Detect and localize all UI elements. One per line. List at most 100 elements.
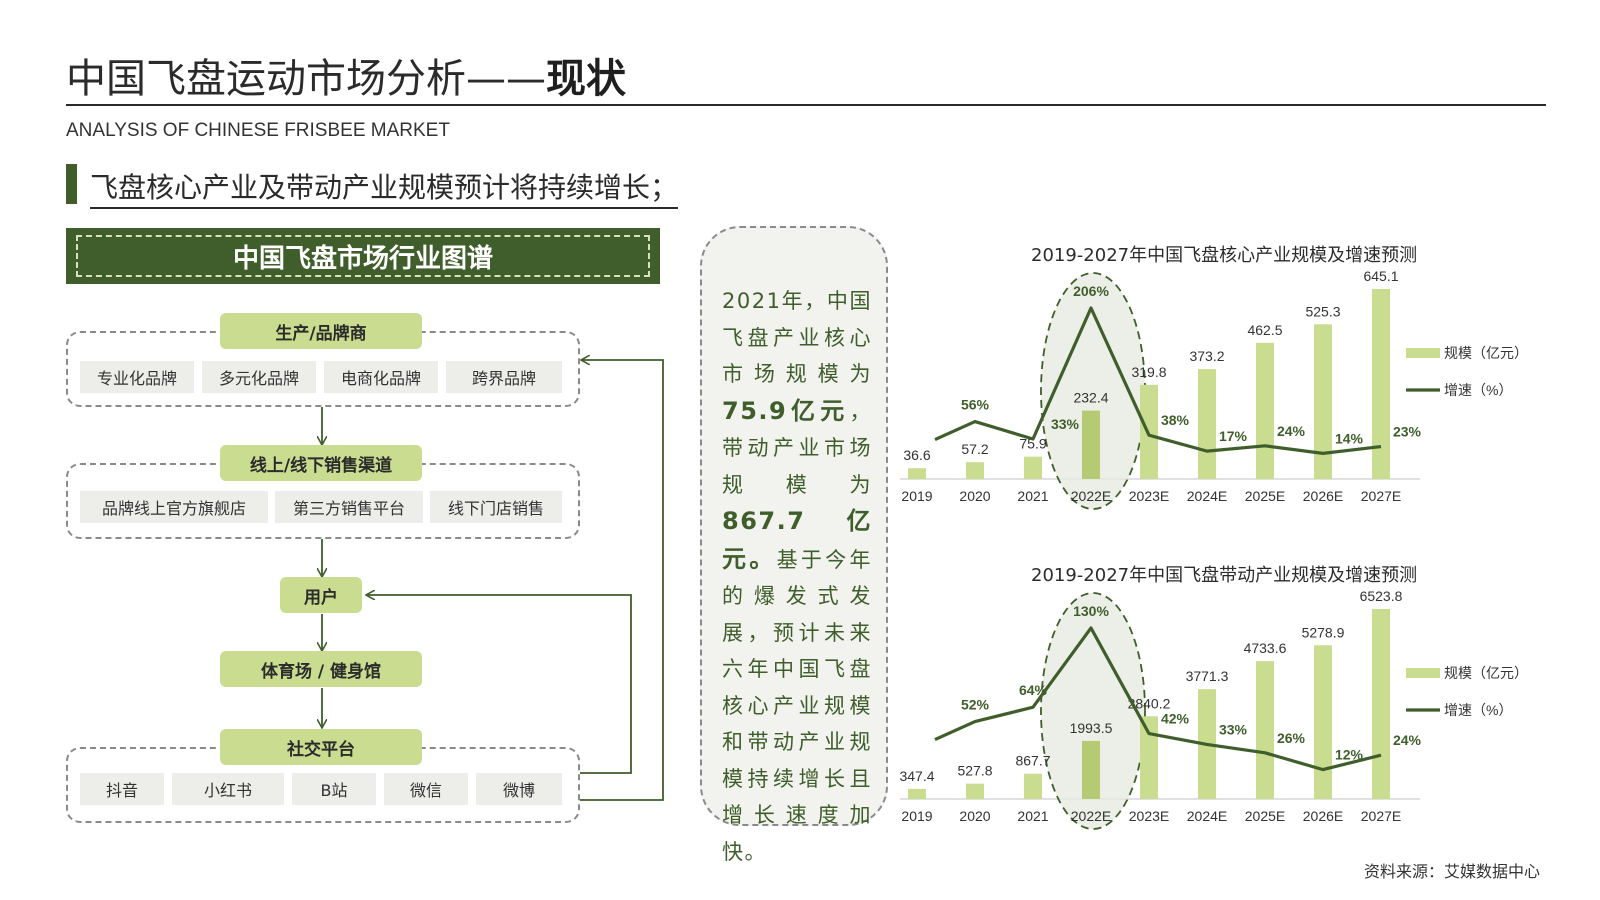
channels-label: 线上/线下销售渠道 xyxy=(220,445,422,481)
bar xyxy=(1372,609,1390,799)
bar-value-label: 462.5 xyxy=(1247,322,1282,338)
x-tick-label: 2019 xyxy=(901,488,932,504)
venues-node: 体育场 / 健身馆 xyxy=(220,651,422,687)
social-label: 社交平台 xyxy=(220,729,422,765)
growth-rate-label: 52% xyxy=(961,697,990,713)
producer-item: 多元化品牌 xyxy=(202,361,316,393)
bar-value-label: 57.2 xyxy=(961,441,988,457)
chart-title: 2019-2027年中国飞盘核心产业规模及增速预测 xyxy=(1031,245,1418,266)
users-node: 用户 xyxy=(280,577,362,613)
growth-rate-label: 26% xyxy=(1277,730,1306,746)
growth-rate-label: 12% xyxy=(1335,747,1364,763)
x-tick-label: 2024E xyxy=(1187,488,1227,504)
bar-value-label: 527.8 xyxy=(957,763,992,779)
bar-value-label: 3771.3 xyxy=(1186,668,1229,684)
growth-rate-label: 23% xyxy=(1393,424,1422,440)
bar-value-label: 319.8 xyxy=(1131,364,1166,380)
page-subtitle: ANALYSIS OF CHINESE FRISBEE MARKET xyxy=(66,120,450,141)
x-tick-label: 2026E xyxy=(1303,488,1343,504)
growth-rate-label: 42% xyxy=(1161,711,1190,727)
legend-swatch-bar xyxy=(1406,348,1440,358)
chart-title: 2019-2027年中国飞盘带动产业规模及增速预测 xyxy=(1031,565,1418,586)
channel-item: 线下门店销售 xyxy=(430,491,562,523)
producer-item: 专业化品牌 xyxy=(80,361,194,393)
page-title: 中国飞盘运动市场分析——现状 xyxy=(66,56,626,102)
growth-rate-label: 14% xyxy=(1335,430,1364,446)
title-divider xyxy=(66,104,1546,106)
summary-panel xyxy=(700,226,888,826)
bar-value-label: 75.9 xyxy=(1019,436,1046,452)
bar xyxy=(1198,369,1216,479)
bar xyxy=(966,462,984,479)
channel-item: 第三方销售平台 xyxy=(275,491,423,523)
legend-swatch-bar xyxy=(1406,668,1440,678)
bar xyxy=(1256,661,1274,799)
bar xyxy=(1372,289,1390,479)
x-tick-label: 2025E xyxy=(1245,488,1285,504)
growth-rate-label: 17% xyxy=(1219,428,1248,444)
x-tick-label: 2026E xyxy=(1303,808,1343,824)
growth-rate-label: 130% xyxy=(1073,603,1109,619)
growth-rate-label: 206% xyxy=(1073,283,1109,299)
bar-value-label: 867.7 xyxy=(1015,753,1050,769)
x-tick-label: 2025E xyxy=(1245,808,1285,824)
highlight-ellipse xyxy=(1040,592,1146,830)
x-tick-label: 2021 xyxy=(1017,488,1048,504)
core-industry-chart: 36.6 2019 57.2 2020 75.9 2021 232.4 2022E 319.8 2… xyxy=(900,268,1528,510)
social-item: 小红书 xyxy=(172,773,284,805)
industry-map-header: 中国飞盘市场行业图谱 xyxy=(66,228,660,284)
section-marker xyxy=(66,164,77,204)
bar xyxy=(966,783,984,799)
x-tick-label: 2019 xyxy=(901,808,932,824)
x-tick-label: 2020 xyxy=(959,808,990,824)
x-tick-label: 2020 xyxy=(959,488,990,504)
producer-item: 跨界品牌 xyxy=(446,361,562,393)
industry-map-connectors xyxy=(0,0,664,801)
growth-rate-label: 24% xyxy=(1277,423,1306,439)
growth-rate-label: 24% xyxy=(1393,732,1422,748)
x-tick-label: 2023E xyxy=(1129,808,1169,824)
producer-item: 电商化品牌 xyxy=(324,361,438,393)
bar xyxy=(1082,740,1100,799)
arrow-social-to-producers xyxy=(578,360,664,801)
arrow-social-to-users xyxy=(367,595,632,774)
x-tick-label: 2021 xyxy=(1017,808,1048,824)
x-tick-label: 2027E xyxy=(1361,808,1401,824)
growth-rate-label: 64% xyxy=(1019,682,1048,698)
social-item: 微信 xyxy=(384,773,468,805)
producers-label: 生产/品牌商 xyxy=(220,313,422,349)
social-item: 微博 xyxy=(476,773,562,805)
bar xyxy=(1256,342,1274,479)
x-tick-label: 2027E xyxy=(1361,488,1401,504)
bar xyxy=(908,468,926,479)
industry-map-title: 中国飞盘市场行业图谱 xyxy=(76,235,650,277)
channel-item: 品牌线上官方旗舰店 xyxy=(80,491,268,523)
growth-rate-label: 33% xyxy=(1219,721,1248,737)
driven-industry-chart: 347.4 2019 527.8 2020 867.7 2021 1993.5 2022E 28… xyxy=(900,588,1528,830)
legend-label-line: 增速（%） xyxy=(1444,382,1512,398)
social-item: B站 xyxy=(292,773,376,805)
bar-value-label: 1993.5 xyxy=(1070,720,1113,736)
bar-value-label: 2840.2 xyxy=(1128,695,1171,711)
growth-line xyxy=(934,306,1382,455)
legend-label-line: 增速（%） xyxy=(1444,702,1512,718)
growth-line xyxy=(934,626,1382,772)
bar-value-label: 232.4 xyxy=(1073,390,1108,406)
legend-label-bar: 规模（亿元） xyxy=(1444,665,1528,681)
bar-value-label: 6523.8 xyxy=(1360,588,1403,604)
growth-rate-label: 33% xyxy=(1051,416,1080,432)
bar-value-label: 347.4 xyxy=(900,768,935,784)
bar xyxy=(1024,456,1042,479)
legend-label-bar: 规模（亿元） xyxy=(1444,345,1528,361)
source-note: 资料来源：艾媒数据中心 xyxy=(1363,862,1540,881)
growth-rate-label: 38% xyxy=(1161,412,1190,428)
social-item: 抖音 xyxy=(80,773,164,805)
bar xyxy=(1140,716,1158,799)
bar xyxy=(908,788,926,799)
x-tick-label: 2023E xyxy=(1129,488,1169,504)
bar-value-label: 4733.6 xyxy=(1244,640,1287,656)
bar-value-label: 373.2 xyxy=(1189,348,1224,364)
bar-value-label: 645.1 xyxy=(1363,268,1398,284)
section-heading: 飞盘核心产业及带动产业规模预计将持续增长； xyxy=(90,166,679,209)
x-tick-label: 2022E xyxy=(1071,488,1111,504)
